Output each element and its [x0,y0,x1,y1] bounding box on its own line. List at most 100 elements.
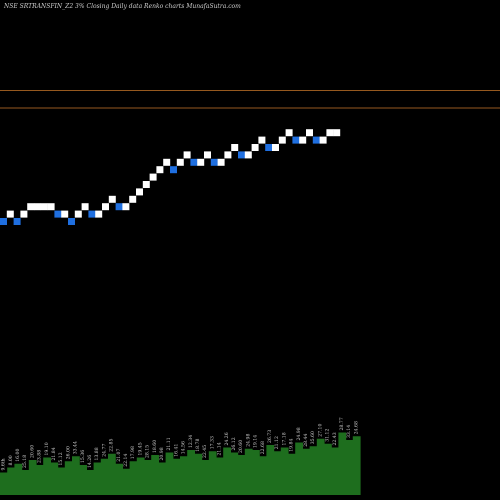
renko-brick [149,173,157,181]
renko-brick [74,210,82,218]
renko-brick [326,129,334,137]
volume-label: 17.98 [130,446,136,459]
volume-label: 19.14 [253,435,259,448]
volume-bar [0,472,8,495]
renko-brick [272,144,279,151]
volume-label: 22.68 [260,441,266,454]
renko-brick [20,210,28,218]
volume-bar [259,456,267,495]
volume-bar [7,467,15,495]
volume-bar [64,461,73,495]
volume-label: 20.60 [29,445,35,458]
volume-label: 26.73 [267,430,273,443]
volume-label: 17.18 [281,432,287,445]
volume-bar [28,460,37,495]
volume-label: 28.15 [145,445,151,458]
volume-bar [165,452,174,495]
renko-brick [197,158,205,166]
volume-bar [295,442,303,495]
volume-bar [331,447,339,495]
volume-bar [151,455,159,495]
renko-brick [183,151,191,159]
renko-brick [265,144,273,151]
renko-brick [176,158,184,166]
renko-brick [312,136,320,144]
volume-bar [136,457,145,495]
renko-brick [319,136,327,144]
renko-brick [47,203,55,211]
reference-lines [0,90,500,109]
volume-label: 26.00 [65,446,71,459]
renko-brick [54,210,62,218]
volume-label: 16.41 [173,444,179,457]
volume-label: 23.88 [37,450,43,463]
chart-title: NSE SRTRANSFIN_Z2 3% Closing Daily data … [4,3,241,10]
volume-label: 20.60 [238,440,244,453]
renko-brick [204,151,211,159]
volume-bar [352,436,361,495]
volume-label: 12.34 [188,435,194,448]
volume-label: 28.77 [339,417,345,430]
volume-bar [273,451,282,495]
renko-brick [156,166,164,174]
volume-label: 24.98 [245,434,251,447]
volume-label: 19.84 [289,439,295,452]
volume-label: 9.6th [1,458,7,470]
volume-bar [216,457,224,495]
renko-brick [61,210,69,218]
renko-brick [210,158,218,166]
renko-brick [190,158,198,166]
volume-label: 19.45 [137,442,143,455]
volume-bar [187,450,195,495]
volume-label: 18.60 [152,440,158,453]
renko-brick [244,151,252,159]
volume-bar [129,461,138,495]
volume-label: 28.44 [303,434,309,447]
renko-brick [231,144,239,151]
volume-label: 33.14 [346,425,352,438]
renko-brick [299,136,307,144]
volume-bar [244,448,253,495]
volume-label: 17.33 [209,436,215,449]
volume-label: 35.60 [310,431,316,444]
renko-brick [258,136,266,144]
volume-label: 33.44 [73,441,79,454]
renko-brick [0,218,7,225]
volume-bar [122,468,131,495]
volume-label: 22.85 [109,439,115,452]
renko-brick [88,210,96,218]
volume-label: 20.98 [159,447,165,460]
renko-brick [13,218,21,225]
volume-bar [288,453,296,495]
volume-label: 13.88 [94,447,100,460]
volume-label: 21.14 [217,442,223,455]
renko-brick [292,136,300,144]
renko-brick [285,129,293,137]
volume-label: 21.12 [274,436,280,449]
volume-label: 18.78 [195,439,201,452]
volume-bar [338,432,347,495]
volume-bar [21,470,30,495]
renko-brick [129,195,137,203]
volume-label: 21.07 [116,449,122,462]
volume-bar [14,463,23,495]
volume-bar [280,447,289,495]
volume-label: 15.12 [58,452,64,465]
renko-brick [142,181,150,188]
volume-bar [208,451,217,495]
volume-label: 19.10 [44,442,50,455]
renko-brick [217,158,225,166]
volume-label: 8.00 [8,455,14,465]
volume-bar [194,453,203,495]
volume-bar [237,455,246,495]
volume-bar [144,460,152,495]
volume-label: 22.14 [123,454,129,467]
volume-label: 15.36 [80,450,86,463]
volume-bar [302,448,311,495]
volume-label: 14.26 [87,455,93,468]
renko-brick [306,129,313,137]
volume-bar [324,443,332,495]
volume-bar [108,453,116,495]
renko-brick [251,144,259,151]
volume-label: 14.56 [181,441,187,454]
